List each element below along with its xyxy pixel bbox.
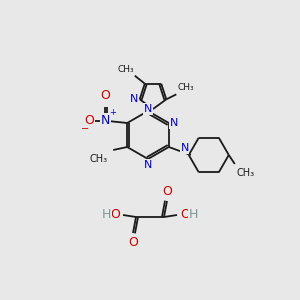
Text: N: N xyxy=(180,143,189,153)
Text: H: H xyxy=(189,208,198,220)
Text: O: O xyxy=(162,185,172,198)
Text: H: H xyxy=(102,208,111,220)
Text: CH₃: CH₃ xyxy=(89,154,107,164)
Text: O: O xyxy=(110,208,120,220)
Text: N: N xyxy=(144,104,152,114)
Text: O: O xyxy=(180,208,190,220)
Text: CH₃: CH₃ xyxy=(177,83,194,92)
Text: CH₃: CH₃ xyxy=(117,65,134,74)
Text: O: O xyxy=(100,89,110,102)
Text: +: + xyxy=(109,108,116,117)
Text: −: − xyxy=(81,124,89,134)
Text: CH₃: CH₃ xyxy=(237,168,255,178)
Text: N: N xyxy=(130,94,139,104)
Text: N: N xyxy=(100,113,110,127)
Text: N: N xyxy=(170,118,178,128)
Text: O: O xyxy=(128,236,138,249)
Text: O: O xyxy=(84,113,94,127)
Text: N: N xyxy=(144,160,152,170)
